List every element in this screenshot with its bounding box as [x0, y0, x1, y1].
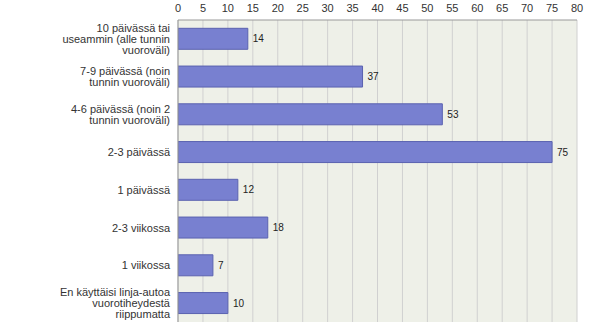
- svg-text:1 päivässä: 1 päivässä: [117, 184, 170, 196]
- svg-text:En käyttäisi linja-autoavuorot: En käyttäisi linja-autoavuorotiheydestär…: [60, 286, 171, 320]
- svg-text:5: 5: [200, 2, 206, 14]
- svg-text:7-9 päivässä (nointunnin vuoro: 7-9 päivässä (nointunnin vuoroväli): [80, 65, 170, 88]
- svg-text:12: 12: [243, 184, 255, 195]
- svg-text:4-6 päivässä (noin 2tunnin vuo: 4-6 päivässä (noin 2tunnin vuoroväli): [71, 103, 170, 126]
- svg-text:70: 70: [521, 2, 533, 14]
- svg-text:37: 37: [368, 71, 380, 82]
- svg-text:60: 60: [471, 2, 483, 14]
- svg-text:15: 15: [247, 2, 259, 14]
- svg-text:75: 75: [546, 2, 558, 14]
- svg-text:65: 65: [496, 2, 508, 14]
- svg-text:2-3 päivässä: 2-3 päivässä: [108, 146, 171, 158]
- svg-text:25: 25: [297, 2, 309, 14]
- svg-text:30: 30: [322, 2, 334, 14]
- svg-text:80: 80: [571, 2, 583, 14]
- svg-text:40: 40: [371, 2, 383, 14]
- svg-text:53: 53: [447, 109, 459, 120]
- svg-text:7: 7: [218, 260, 224, 271]
- svg-text:10: 10: [233, 298, 245, 309]
- svg-text:1 viikossa: 1 viikossa: [122, 259, 171, 271]
- svg-text:2-3 viikossa: 2-3 viikossa: [112, 222, 171, 234]
- svg-text:45: 45: [396, 2, 408, 14]
- svg-text:10 päivässä taiuseammin (alle: 10 päivässä taiuseammin (alle tunninvuor…: [62, 22, 170, 56]
- svg-text:20: 20: [272, 2, 284, 14]
- svg-text:55: 55: [446, 2, 458, 14]
- svg-text:18: 18: [273, 222, 285, 233]
- svg-text:50: 50: [421, 2, 433, 14]
- svg-text:35: 35: [346, 2, 358, 14]
- svg-text:14: 14: [253, 33, 265, 44]
- svg-text:0: 0: [175, 2, 181, 14]
- svg-text:10: 10: [222, 2, 234, 14]
- svg-text:75: 75: [557, 147, 569, 158]
